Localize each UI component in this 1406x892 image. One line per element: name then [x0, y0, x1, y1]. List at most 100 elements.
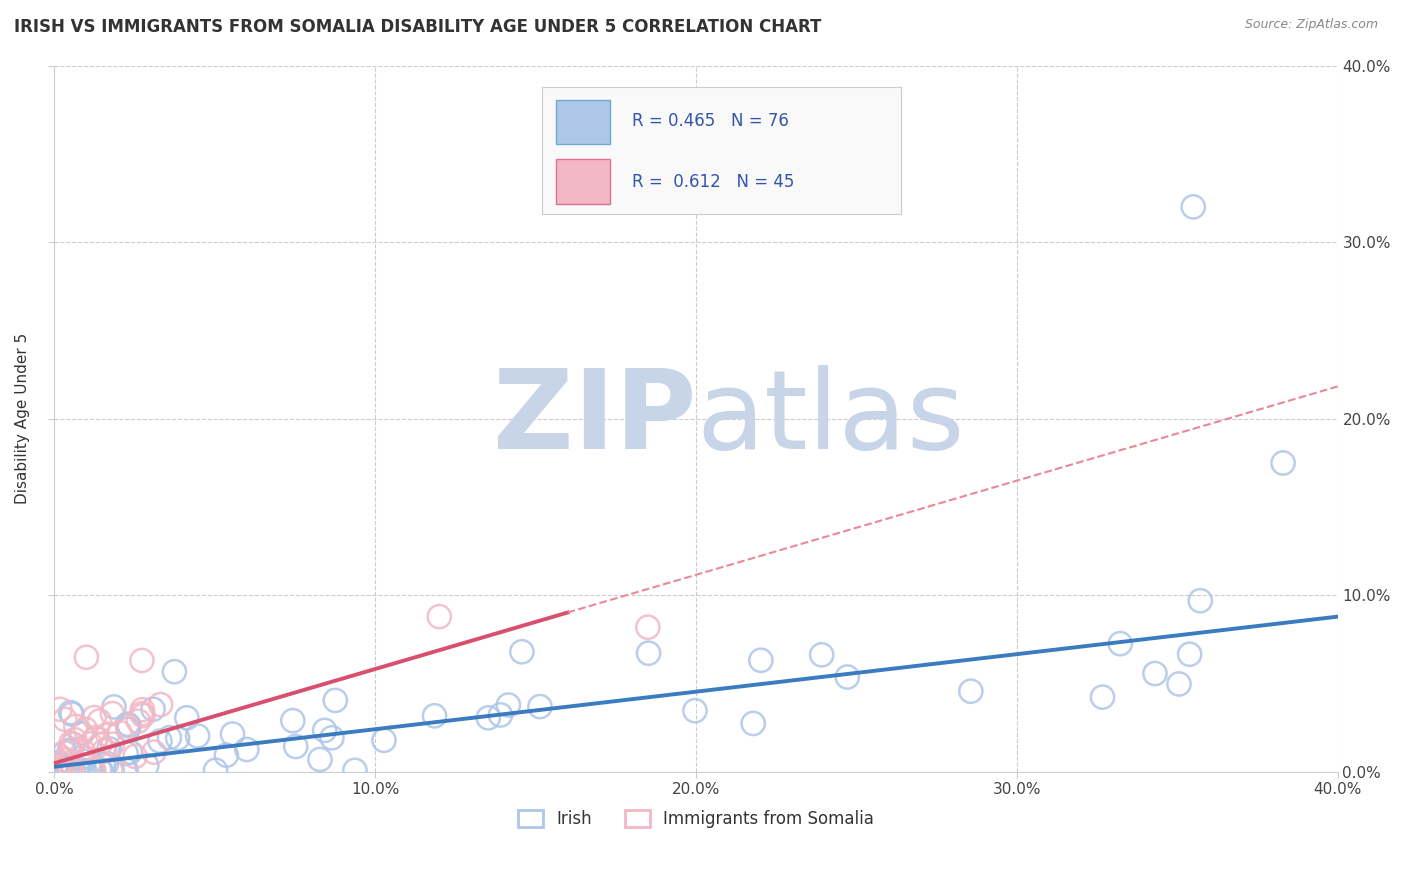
Point — [82, 764, 104, 778]
Point — [637, 620, 659, 634]
Point — [96, 756, 118, 771]
Point — [51, 764, 73, 778]
Point — [55, 753, 77, 767]
Point — [215, 748, 238, 763]
Point — [163, 665, 186, 679]
Point — [59, 745, 82, 759]
Point — [1168, 677, 1191, 691]
Point — [46, 758, 69, 772]
Point — [131, 706, 153, 721]
Point — [135, 758, 157, 772]
Point — [149, 698, 172, 712]
Point — [204, 764, 226, 778]
Point — [62, 737, 84, 751]
Point — [46, 764, 69, 778]
Point — [284, 739, 307, 754]
Point — [1189, 593, 1212, 607]
Point — [46, 764, 69, 778]
Point — [60, 707, 83, 722]
Point — [498, 698, 520, 712]
Point — [65, 719, 87, 733]
Point — [101, 706, 124, 721]
Point — [48, 764, 70, 778]
Point — [59, 756, 82, 770]
Point — [89, 714, 111, 728]
Point — [124, 749, 146, 764]
Point — [75, 650, 97, 665]
Point — [281, 714, 304, 728]
Point — [48, 748, 70, 763]
Point — [749, 653, 772, 667]
Point — [423, 708, 446, 723]
Point — [314, 723, 336, 738]
Point — [70, 727, 93, 741]
Point — [510, 645, 533, 659]
Point — [59, 743, 82, 757]
Point — [221, 727, 243, 741]
Point — [46, 756, 69, 770]
Point — [101, 737, 124, 751]
Point — [373, 733, 395, 747]
Point — [80, 764, 103, 778]
Point — [1109, 637, 1132, 651]
Point — [131, 703, 153, 717]
Point — [67, 764, 90, 778]
Point — [56, 764, 79, 778]
Point — [93, 744, 115, 758]
Point — [46, 760, 69, 774]
Point — [89, 738, 111, 752]
Point — [142, 745, 165, 759]
Point — [103, 699, 125, 714]
Point — [55, 764, 77, 778]
Point — [236, 742, 259, 756]
Point — [101, 764, 124, 778]
Point — [1182, 200, 1205, 214]
Point — [837, 670, 859, 684]
Point — [48, 764, 70, 778]
Point — [117, 723, 139, 737]
Point — [117, 717, 139, 731]
Point — [810, 648, 832, 662]
Point — [90, 764, 112, 778]
Point — [53, 746, 76, 760]
Point — [127, 714, 149, 728]
Point — [742, 716, 765, 731]
Point — [59, 706, 82, 720]
Legend: Irish, Immigrants from Somalia: Irish, Immigrants from Somalia — [510, 803, 882, 834]
Point — [72, 754, 94, 768]
Point — [131, 653, 153, 667]
Point — [79, 737, 101, 751]
Point — [89, 764, 111, 778]
Point — [323, 693, 346, 707]
Text: Source: ZipAtlas.com: Source: ZipAtlas.com — [1244, 18, 1378, 31]
Point — [59, 736, 82, 750]
Point — [51, 764, 73, 778]
Point — [83, 764, 105, 778]
Point — [97, 727, 120, 741]
Point — [72, 745, 94, 759]
Point — [321, 731, 343, 745]
Point — [1272, 456, 1295, 470]
Point — [84, 731, 107, 746]
Point — [91, 757, 114, 772]
Point — [53, 713, 76, 727]
Y-axis label: Disability Age Under 5: Disability Age Under 5 — [15, 334, 30, 505]
Point — [80, 764, 103, 778]
Point — [142, 702, 165, 716]
Point — [83, 710, 105, 724]
Point — [120, 745, 142, 759]
Point — [46, 764, 69, 778]
Point — [49, 764, 72, 778]
Text: atlas: atlas — [696, 366, 965, 473]
Point — [72, 764, 94, 778]
Point — [48, 764, 70, 778]
Point — [529, 699, 551, 714]
Point — [489, 708, 512, 723]
Point — [70, 750, 93, 764]
Point — [62, 764, 84, 778]
Point — [1143, 666, 1166, 681]
Point — [477, 711, 499, 725]
Point — [100, 764, 122, 778]
Point — [108, 725, 131, 739]
Point — [59, 764, 82, 778]
